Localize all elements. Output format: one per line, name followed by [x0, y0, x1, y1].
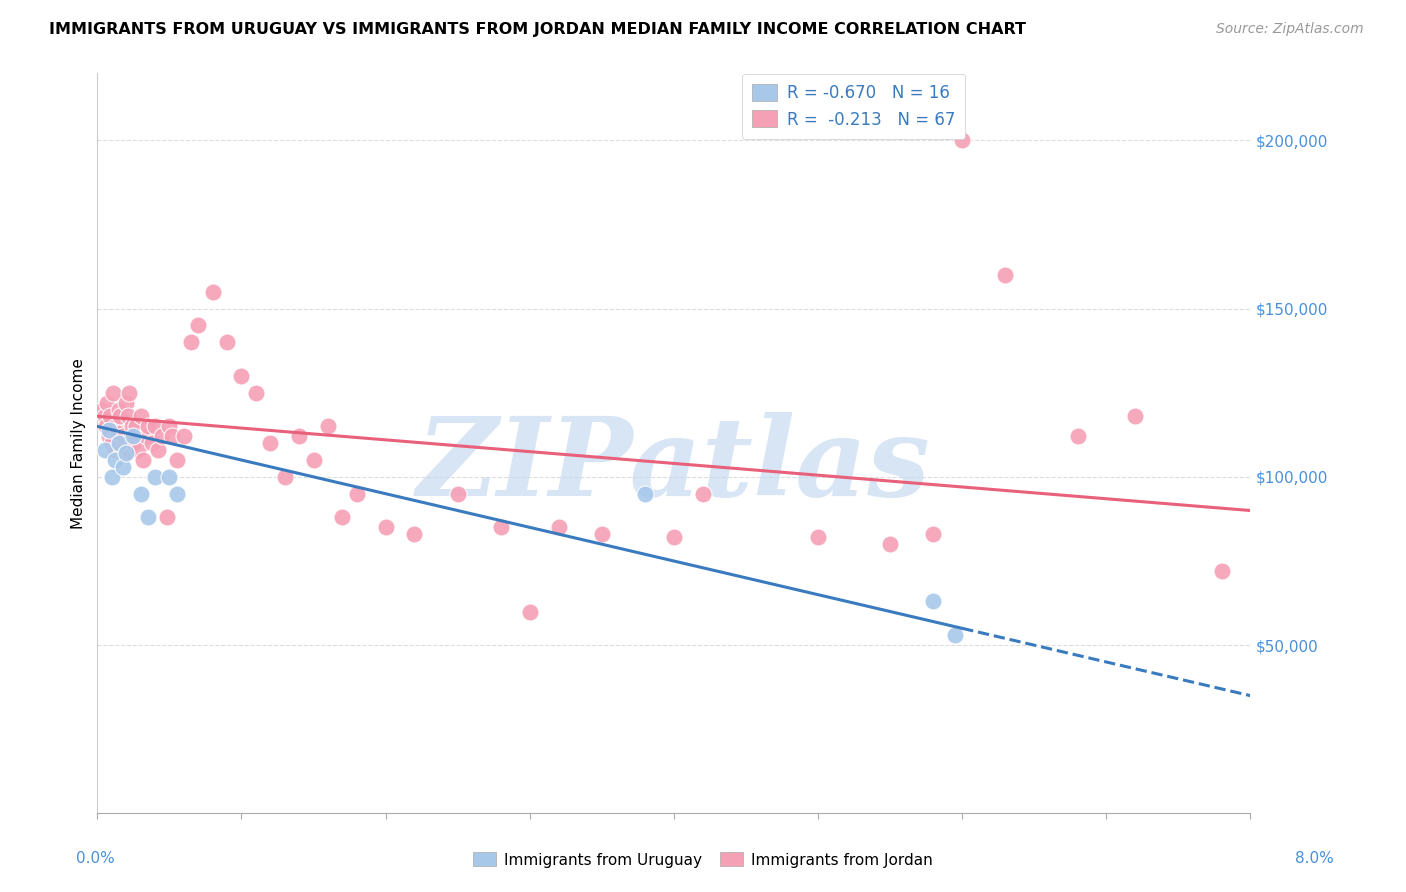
- Point: [110, 409, 132, 424]
- Point: [162, 429, 184, 443]
- Text: IMMIGRANTS FROM URUGUAY VS IMMIGRANTS FROM JORDAN MEDIAN FAMILY INCOME CORRELATI: IMMIGRANTS FROM URUGUAY VS IMMIGRANTS FR…: [49, 22, 1026, 37]
- Point: [108, 436, 131, 450]
- Point: [519, 605, 541, 619]
- Point: [274, 470, 297, 484]
- Point: [104, 453, 127, 467]
- Text: Source: ZipAtlas.com: Source: ZipAtlas.com: [1216, 22, 1364, 37]
- Point: [316, 419, 339, 434]
- Point: [93, 442, 115, 457]
- Point: [157, 470, 180, 484]
- Point: [98, 409, 121, 424]
- Point: [374, 520, 396, 534]
- Point: [100, 436, 122, 450]
- Point: [547, 520, 569, 534]
- Point: [173, 429, 195, 443]
- Point: [231, 368, 253, 383]
- Point: [136, 510, 159, 524]
- Point: [662, 531, 685, 545]
- Point: [591, 527, 613, 541]
- Point: [121, 419, 143, 434]
- Point: [489, 520, 512, 534]
- Point: [107, 426, 129, 441]
- Point: [155, 510, 177, 524]
- Point: [288, 429, 311, 443]
- Point: [447, 486, 470, 500]
- Point: [143, 419, 166, 434]
- Point: [150, 429, 173, 443]
- Point: [346, 486, 368, 500]
- Point: [118, 385, 141, 400]
- Point: [97, 429, 120, 443]
- Text: 8.0%: 8.0%: [1295, 851, 1334, 865]
- Point: [127, 442, 149, 457]
- Point: [136, 419, 159, 434]
- Point: [217, 335, 239, 350]
- Point: [245, 385, 267, 400]
- Point: [141, 436, 163, 450]
- Point: [692, 486, 714, 500]
- Point: [1123, 409, 1146, 424]
- Point: [157, 419, 180, 434]
- Point: [994, 268, 1017, 282]
- Point: [111, 442, 134, 457]
- Point: [166, 453, 188, 467]
- Point: [332, 510, 354, 524]
- Point: [122, 436, 145, 450]
- Point: [129, 409, 152, 424]
- Point: [950, 133, 973, 147]
- Point: [201, 285, 224, 299]
- Point: [117, 409, 139, 424]
- Point: [122, 429, 145, 443]
- Point: [146, 442, 169, 457]
- Point: [100, 470, 122, 484]
- Point: [634, 486, 657, 500]
- Point: [132, 453, 155, 467]
- Point: [114, 446, 136, 460]
- Point: [129, 486, 152, 500]
- Text: ZIPatlas: ZIPatlas: [418, 412, 931, 519]
- Point: [112, 429, 135, 443]
- Point: [96, 396, 118, 410]
- Point: [115, 396, 138, 410]
- Point: [922, 594, 945, 608]
- Point: [112, 459, 135, 474]
- Point: [93, 409, 115, 424]
- Point: [807, 531, 830, 545]
- Text: 0.0%: 0.0%: [76, 851, 115, 865]
- Point: [143, 470, 166, 484]
- Point: [115, 446, 138, 460]
- Point: [943, 628, 966, 642]
- Point: [135, 429, 157, 443]
- Point: [1211, 564, 1233, 578]
- Point: [922, 527, 945, 541]
- Point: [187, 318, 209, 333]
- Point: [105, 419, 128, 434]
- Point: [103, 385, 125, 400]
- Point: [104, 442, 127, 457]
- Point: [259, 436, 281, 450]
- Point: [404, 527, 426, 541]
- Point: [1066, 429, 1088, 443]
- Y-axis label: Median Family Income: Median Family Income: [72, 358, 86, 529]
- Point: [302, 453, 325, 467]
- Point: [90, 402, 112, 417]
- Legend: R = -0.670   N = 16, R =  -0.213   N = 67: R = -0.670 N = 16, R = -0.213 N = 67: [742, 74, 966, 138]
- Point: [94, 419, 117, 434]
- Point: [166, 486, 188, 500]
- Legend: Immigrants from Uruguay, Immigrants from Jordan: Immigrants from Uruguay, Immigrants from…: [467, 847, 939, 873]
- Point: [180, 335, 202, 350]
- Point: [120, 429, 142, 443]
- Point: [125, 419, 148, 434]
- Point: [97, 423, 120, 437]
- Point: [108, 402, 131, 417]
- Point: [879, 537, 901, 551]
